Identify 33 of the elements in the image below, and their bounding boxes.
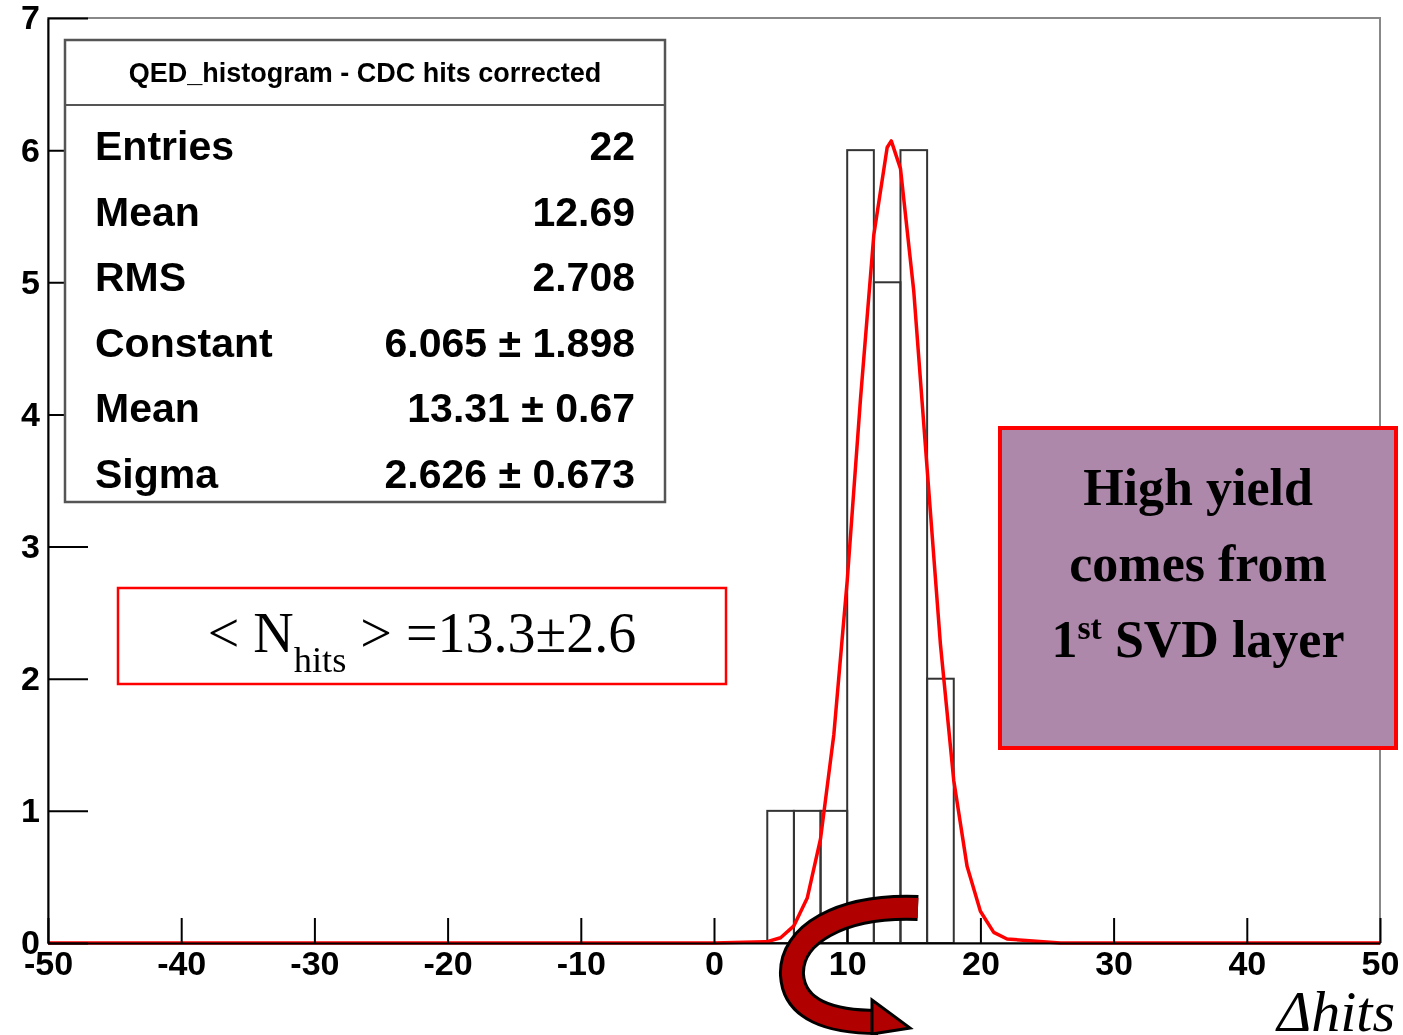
annotation: Mean: [95, 385, 200, 431]
y-tick-label: 3: [21, 526, 40, 565]
annotation: 22: [589, 123, 635, 169]
note-box: High yield comes from 1$^{st}$ SVD layer: [998, 426, 1398, 750]
y-tick-label: 1: [21, 791, 40, 830]
formula-box: < N$_{hits}$ > =13.3±2.6: [116, 586, 728, 686]
x-tick-label: 0: [705, 944, 724, 983]
annotation: Entries: [95, 123, 234, 169]
y-tick-label: 7: [21, 0, 40, 37]
annotation: Sigma: [95, 450, 220, 497]
annotation: 6.065 ± 1.898: [384, 319, 635, 366]
x-tick-label: 20: [961, 944, 1000, 983]
x-tick-label: -40: [157, 944, 207, 983]
y-tick-label: 2: [21, 659, 40, 698]
x-tick-label: -30: [290, 944, 340, 983]
x-tick-label: 10: [828, 944, 867, 983]
x-tick-label: -20: [423, 944, 473, 983]
x-tick-label: 30: [1095, 944, 1134, 983]
annotation: 2.626 ± 0.673: [384, 450, 635, 497]
annotation: < N$_{hits}$ > =13.3±2.6: [207, 602, 637, 680]
annotation: 12.69: [532, 188, 635, 235]
annotation: 13.31 ± 0.67: [407, 385, 635, 431]
y-tick-label: 4: [21, 394, 41, 433]
x-tick-label: -10: [556, 944, 606, 983]
y-tick-label: 6: [21, 130, 40, 169]
annotation: High yield comes from 1$^{st}$ SVD layer: [1051, 459, 1345, 668]
annotation: QED_histogram - CDC hits corrected: [128, 58, 602, 88]
x-tick-label: 40: [1228, 944, 1267, 983]
annotation: 2.708: [532, 254, 635, 300]
annotation: Constant: [95, 319, 273, 366]
annotation: RMS: [95, 254, 187, 300]
y-tick-label: 5: [21, 262, 40, 301]
annotation: Mean: [95, 188, 200, 235]
